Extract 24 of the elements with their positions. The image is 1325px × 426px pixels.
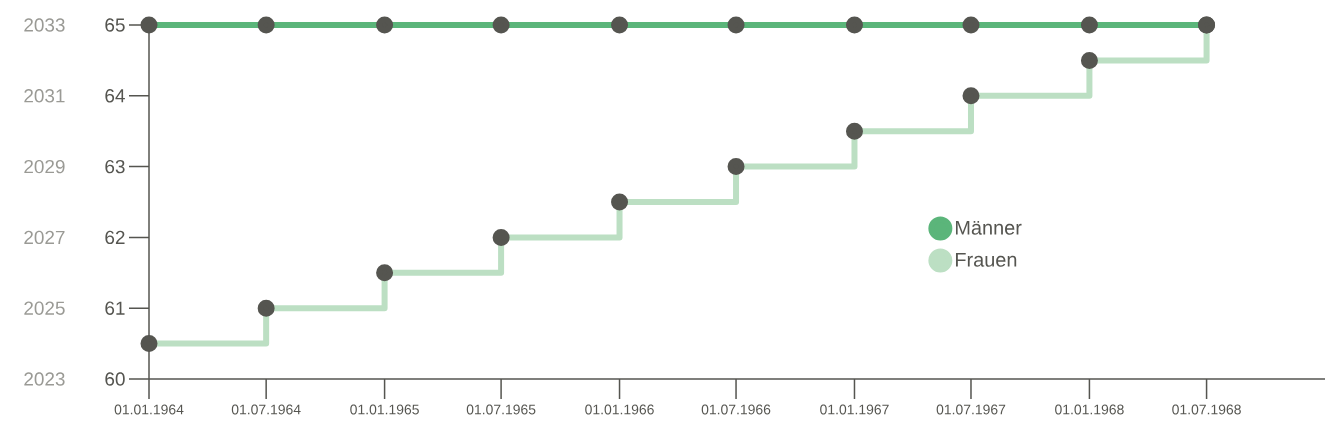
y2-tick-label: 2025 [24, 301, 65, 315]
x-tick-label: 01.07.1964 [231, 404, 301, 415]
y-tick-label: 64 [105, 89, 125, 103]
x-tick-label: 01.07.1965 [466, 404, 536, 415]
x-tick-label: 01.01.1966 [585, 404, 654, 415]
x-tick-label: 01.07.1967 [936, 404, 1006, 415]
x-tick-label: 01.07.1968 [1172, 404, 1241, 415]
x-tick-label: 01.01.1965 [350, 404, 419, 415]
y2-tick-label: 2033 [24, 18, 65, 32]
legend-label: Frauen [955, 252, 1017, 267]
x-tick-label: 01.01.1967 [820, 404, 889, 415]
y2-tick-label: 2031 [24, 89, 65, 103]
y-tick-label: 63 [105, 159, 125, 174]
y2-tick-label: 2023 [24, 372, 65, 386]
y2-tick-label: 2029 [24, 159, 65, 174]
y-tick-label: 61 [105, 301, 125, 315]
y-tick-label: 60 [105, 372, 125, 386]
y-tick-label: 65 [105, 18, 125, 32]
x-tick-label: 01.01.1964 [114, 404, 184, 415]
x-tick-label: 01.07.1966 [701, 404, 771, 415]
y-tick-label: 62 [105, 230, 125, 245]
legend-label: Männer [955, 220, 1022, 235]
x-tick-label: 01.01.1968 [1055, 404, 1124, 415]
y2-tick-label: 2027 [24, 230, 65, 245]
